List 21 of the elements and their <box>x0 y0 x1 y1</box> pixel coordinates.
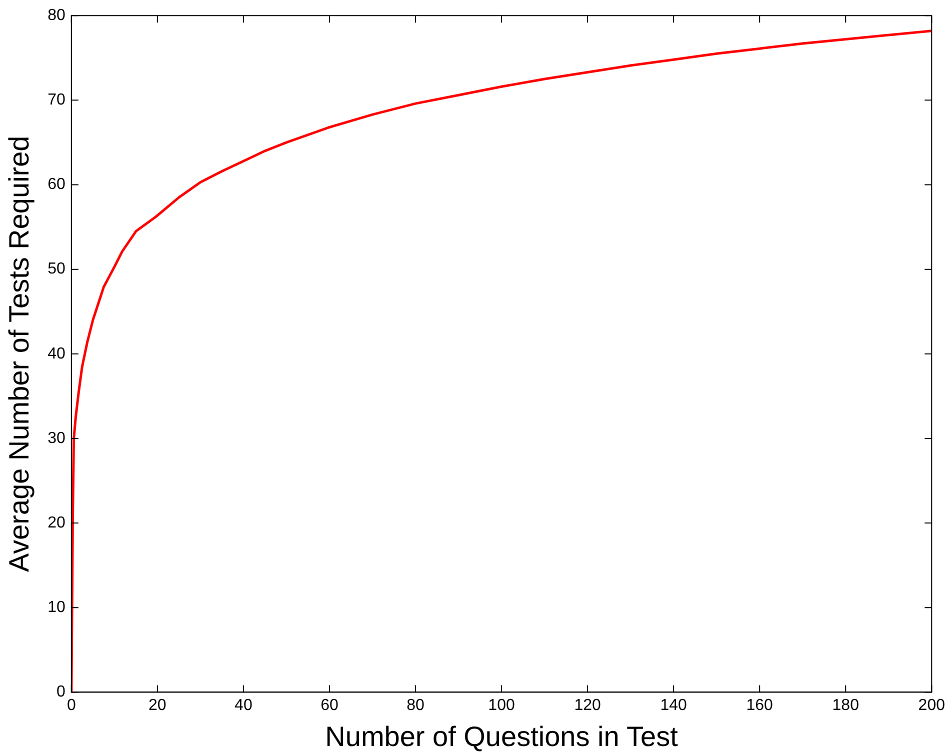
x-tick-label: 100 <box>488 697 515 714</box>
x-tick-label: 120 <box>574 697 601 714</box>
x-tick-label: 80 <box>406 697 424 714</box>
y-tick-label: 60 <box>48 176 66 194</box>
y-tick-label: 30 <box>48 430 66 447</box>
y-tick-label: 70 <box>48 92 66 109</box>
y-tick-label: 80 <box>48 7 66 24</box>
y-tick-label: 0 <box>56 684 66 701</box>
x-tick-label: 40 <box>234 697 252 714</box>
x-tick-label: 200 <box>918 697 946 714</box>
x-tick-label: 160 <box>746 697 774 714</box>
x-tick-label: 140 <box>660 697 688 714</box>
x-tick-label: 180 <box>832 697 860 714</box>
y-tick-label: 40 <box>48 345 66 362</box>
y-axis-title: Average Number of Tests Required <box>4 136 35 572</box>
x-tick-label: 60 <box>320 697 338 714</box>
x-tick-label: 20 <box>148 697 166 714</box>
y-tick-label: 10 <box>48 599 66 616</box>
y-tick-label: 20 <box>48 514 66 532</box>
y-tick-label: 50 <box>48 260 66 278</box>
x-axis-title: Number of Questions in Test <box>325 720 678 752</box>
